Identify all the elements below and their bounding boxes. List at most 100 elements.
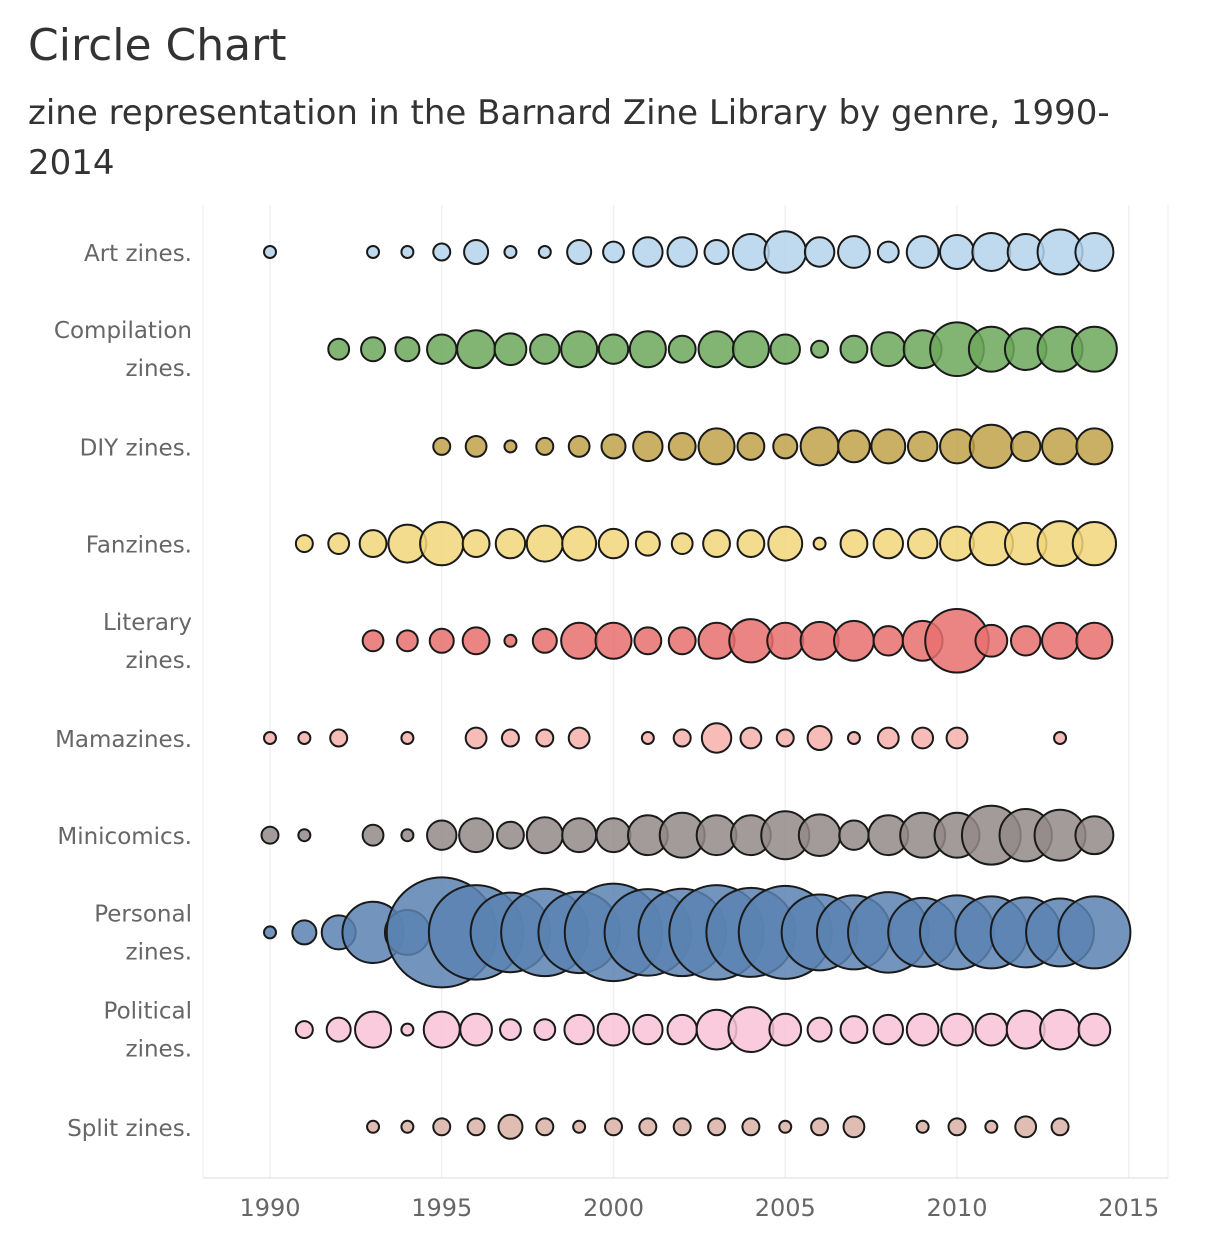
bubble: [1039, 1008, 1081, 1051]
bubble: [563, 1013, 595, 1046]
bubble: [493, 332, 528, 367]
row-label: Compilation: [54, 318, 192, 344]
bubble: [666, 1013, 698, 1046]
bubble: [400, 828, 415, 843]
bubble: [672, 1117, 692, 1137]
x-tick-label: 1990: [239, 1194, 300, 1222]
bubble: [939, 234, 975, 270]
bubble: [529, 333, 561, 365]
bubble: [361, 629, 385, 653]
bubble: [876, 240, 900, 264]
bubble: [567, 726, 591, 750]
bubble: [876, 726, 900, 750]
bubble: [739, 726, 763, 750]
bubble: [672, 728, 692, 748]
series-group: [263, 722, 1068, 754]
bubbles: [260, 228, 1132, 1140]
bubble: [945, 726, 969, 750]
row-label: Mamazines.: [55, 727, 192, 753]
bubble: [400, 245, 415, 259]
bubble: [1005, 1009, 1046, 1050]
row-label: Political: [104, 999, 192, 1025]
bubble: [974, 623, 1009, 658]
x-tick-label: 2005: [755, 1194, 816, 1222]
bubble: [456, 329, 497, 370]
row-label: Personal: [94, 901, 192, 927]
bubble: [366, 245, 381, 259]
chart-subtitle: zine representation in the Barnard Zine …: [28, 93, 1110, 183]
bubble: [595, 817, 632, 854]
bubble: [1077, 1012, 1112, 1047]
bubble: [775, 728, 795, 748]
row-label: Minicomics.: [57, 824, 192, 850]
bubble: [799, 620, 840, 661]
bubble: [461, 529, 491, 559]
bubble: [666, 236, 698, 268]
bubble: [496, 820, 525, 850]
bubble: [846, 731, 861, 745]
series-group: [432, 423, 1114, 470]
bubble: [458, 817, 495, 854]
bubble: [799, 426, 840, 467]
bubble: [870, 428, 907, 465]
bubble: [772, 433, 799, 460]
bubble: [763, 230, 808, 274]
bubble: [432, 1117, 452, 1137]
row-label: Art zines.: [84, 241, 192, 267]
bubble: [604, 1117, 623, 1137]
bubble: [838, 819, 870, 851]
bubble: [294, 534, 314, 554]
bubble: [600, 433, 627, 460]
bubble: [327, 532, 351, 555]
bubble: [463, 239, 490, 265]
bubble: [906, 430, 939, 463]
bubble: [566, 239, 593, 265]
bubble: [736, 529, 766, 559]
row-label: zines.: [126, 939, 192, 965]
row-label: Literary: [103, 610, 192, 636]
bubble: [667, 431, 697, 461]
bubble: [667, 626, 697, 656]
bubble: [632, 236, 664, 268]
bubble: [432, 436, 452, 456]
row-label: zines.: [126, 356, 192, 382]
bubble: [500, 728, 520, 748]
bubble: [670, 532, 694, 555]
bubble: [567, 435, 591, 458]
bubble: [797, 813, 842, 857]
bubble: [727, 1006, 775, 1054]
bubble: [906, 527, 939, 560]
bubble: [778, 1119, 793, 1134]
bubble: [806, 725, 833, 751]
bubble: [702, 529, 731, 559]
bubble: [499, 1018, 522, 1041]
bubble: [260, 825, 280, 845]
bubble: [597, 333, 630, 365]
bubble: [638, 1117, 658, 1137]
bubble: [911, 726, 935, 750]
bubble: [561, 525, 598, 562]
bubble: [810, 1117, 830, 1137]
bubble: [640, 731, 655, 745]
bubble: [525, 524, 564, 563]
bubble: [736, 431, 766, 461]
bubble: [837, 235, 871, 269]
bubble: [394, 336, 421, 363]
row-label: zines.: [126, 648, 192, 674]
bubble: [426, 819, 458, 851]
bubble: [872, 1013, 904, 1046]
bubble: [537, 245, 552, 259]
bubble: [697, 330, 736, 369]
bubble: [766, 621, 805, 660]
bubble: [803, 236, 836, 268]
bubble: [1075, 427, 1114, 466]
series-group: [361, 608, 1114, 674]
x-tick-label: 2000: [583, 1194, 644, 1222]
row-label: zines.: [126, 1037, 192, 1063]
series-group: [294, 520, 1118, 568]
bubble: [291, 919, 318, 946]
bubble: [428, 627, 455, 654]
bubble: [632, 430, 664, 463]
series-group: [263, 876, 1132, 989]
